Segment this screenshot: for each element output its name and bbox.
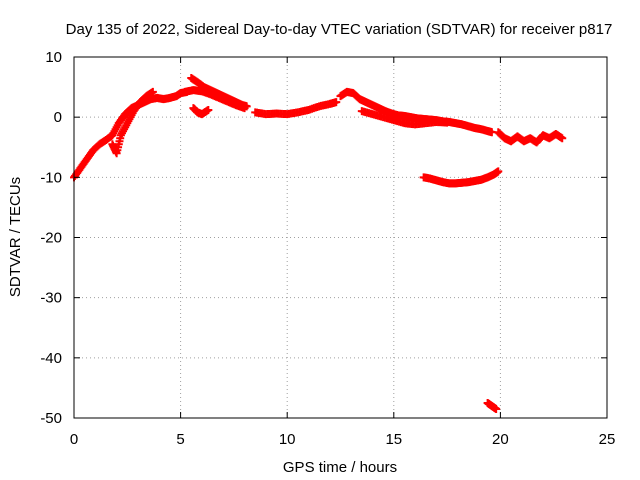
data-point bbox=[332, 98, 341, 107]
series-arc-3 bbox=[251, 98, 341, 119]
data-point bbox=[240, 104, 249, 113]
x-tick-label: 10 bbox=[279, 431, 296, 448]
x-tick-label: 5 bbox=[176, 431, 184, 448]
data-point bbox=[492, 404, 501, 413]
x-tick-label: 15 bbox=[385, 431, 402, 448]
data-point bbox=[443, 118, 452, 127]
x-tick-label: 0 bbox=[70, 431, 78, 448]
y-tick-label: -10 bbox=[40, 169, 62, 186]
y-tick-label: 0 bbox=[54, 109, 62, 126]
axis-ticks bbox=[73, 56, 608, 419]
chart-title: Day 135 of 2022, Sidereal Day-to-day VTE… bbox=[66, 21, 613, 38]
y-tick-label: -50 bbox=[40, 410, 62, 427]
y-axis-label: SDTVAR / TECUs bbox=[7, 177, 24, 297]
series-arc-5 bbox=[494, 128, 567, 147]
data-point bbox=[204, 105, 213, 114]
x-axis-label: GPS time / hours bbox=[283, 459, 397, 476]
data-point bbox=[558, 134, 567, 143]
y-tick-label: 10 bbox=[45, 49, 62, 66]
x-tick-label: 20 bbox=[492, 431, 509, 448]
series-arc-2c bbox=[189, 104, 213, 119]
x-tick-label: 25 bbox=[599, 431, 616, 448]
series-arc-2b bbox=[180, 86, 249, 113]
y-tick-label: -40 bbox=[40, 350, 62, 367]
series-arc-7 bbox=[483, 398, 501, 413]
series-arc-4b bbox=[357, 107, 452, 129]
y-tick-label: -30 bbox=[40, 290, 62, 307]
tick-labels: 0 5 10 15 20 25 -50 -40 -30 -20 -10 0 10 bbox=[40, 49, 615, 448]
series-arc-6 bbox=[419, 167, 503, 188]
series-arc-4 bbox=[336, 87, 496, 137]
data-points bbox=[70, 74, 567, 413]
y-tick-label: -20 bbox=[40, 230, 62, 247]
series-arc-1b bbox=[108, 87, 157, 158]
data-point bbox=[148, 87, 157, 96]
data-point bbox=[494, 167, 503, 176]
